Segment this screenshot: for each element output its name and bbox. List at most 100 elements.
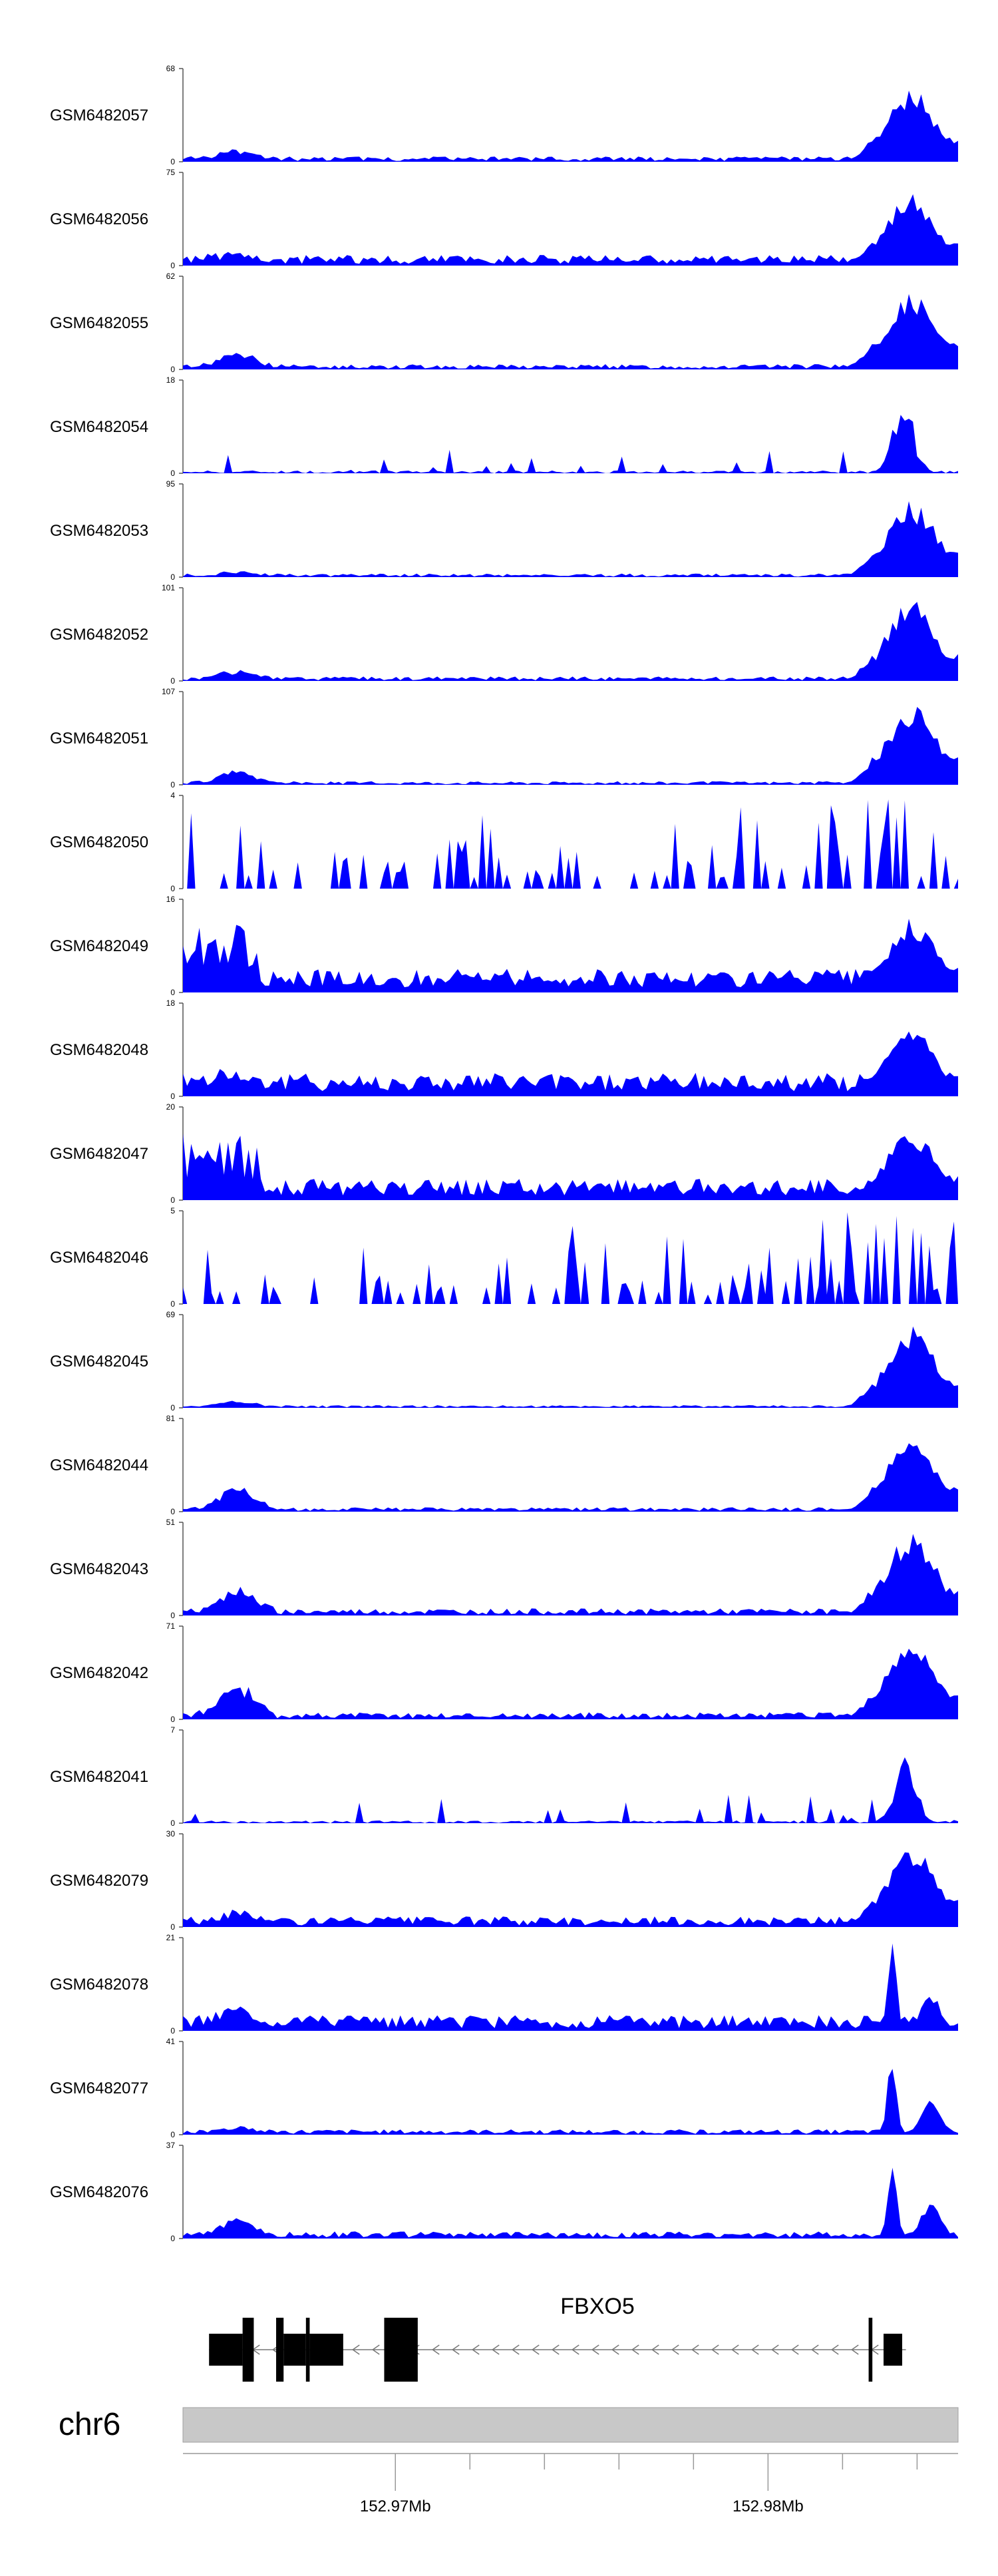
coverage-track: GSM6482045 69 0 <box>50 1310 958 1412</box>
coverage-area <box>183 415 958 473</box>
y-max-label: 7 <box>170 1725 175 1735</box>
coverage-track: GSM6482047 20 0 <box>50 1102 958 1205</box>
y-max-label: 95 <box>166 479 176 489</box>
track-label: GSM6482045 <box>50 1353 148 1371</box>
exon-utr <box>305 2318 310 2382</box>
strand-arrow <box>770 2344 779 2355</box>
track-label: GSM6482079 <box>50 1872 148 1890</box>
position-label: 152.98Mb <box>733 2497 804 2515</box>
track-label: GSM6482050 <box>50 833 148 851</box>
coverage-area <box>183 1648 958 1719</box>
coverage-area <box>183 1326 958 1408</box>
y-min-label: 0 <box>170 2130 175 2139</box>
y-max-label: 62 <box>166 272 176 281</box>
coverage-area <box>183 2167 958 2239</box>
strand-arrow <box>631 2344 639 2355</box>
y-min-label: 0 <box>170 469 175 478</box>
strand-arrow <box>451 2344 460 2355</box>
coverage-track: GSM6482044 81 0 <box>50 1414 958 1516</box>
y-min-label: 0 <box>170 1195 175 1205</box>
coverage-area <box>183 707 958 785</box>
y-min-label: 0 <box>170 1611 175 1620</box>
coverage-track: GSM6482049 16 0 <box>50 895 958 997</box>
track-label: GSM6482057 <box>50 107 148 124</box>
coverage-track: GSM6482079 30 0 <box>50 1829 958 1932</box>
y-min-label: 0 <box>170 988 175 997</box>
y-min-label: 0 <box>170 884 175 893</box>
strand-arrow <box>591 2344 599 2355</box>
track-label: GSM6482055 <box>50 314 148 332</box>
coverage-track: GSM6482077 41 0 <box>50 2037 958 2139</box>
strand-arrow <box>810 2344 819 2355</box>
strand-arrow <box>491 2344 500 2355</box>
track-label: GSM6482051 <box>50 730 148 748</box>
strand-arrow <box>850 2344 859 2355</box>
track-label: GSM6482056 <box>50 210 148 228</box>
coverage-track: GSM6482052 101 0 <box>50 583 958 686</box>
coverage-area <box>183 294 958 369</box>
y-max-label: 21 <box>166 1933 176 1942</box>
strand-arrow <box>611 2344 619 2355</box>
y-max-label: 75 <box>166 168 176 177</box>
track-label: GSM6482043 <box>50 1560 148 1578</box>
y-max-label: 18 <box>166 998 176 1008</box>
coverage-track: GSM6482041 7 0 <box>50 1725 958 1828</box>
coverage-area <box>183 799 958 889</box>
y-min-label: 0 <box>170 780 175 789</box>
coverage-track: GSM6482054 18 0 <box>50 375 958 478</box>
y-min-label: 0 <box>170 1819 175 1828</box>
coverage-area <box>183 194 958 266</box>
chromosome-band <box>182 2407 959 2443</box>
strand-arrow <box>351 2344 360 2355</box>
track-label: GSM6482077 <box>50 2079 148 2097</box>
coverage-area <box>183 919 958 992</box>
y-max-label: 41 <box>166 2037 176 2046</box>
exon-utr <box>242 2318 254 2382</box>
y-min-label: 0 <box>170 1299 175 1309</box>
y-max-label: 5 <box>170 1206 175 1215</box>
y-max-label: 71 <box>166 1621 176 1631</box>
y-max-label: 51 <box>166 1518 176 1527</box>
y-max-label: 4 <box>170 791 175 800</box>
coverage-track: GSM6482076 37 0 <box>50 2141 958 2243</box>
coverage-track: GSM6482042 71 0 <box>50 1621 958 1724</box>
y-min-label: 0 <box>170 1922 175 1932</box>
strand-arrow <box>511 2344 520 2355</box>
strand-arrow <box>571 2344 580 2355</box>
coverage-area <box>183 1031 958 1096</box>
coverage-area <box>183 1943 958 2031</box>
strand-arrow <box>651 2344 659 2355</box>
coverage-track: GSM6482043 51 0 <box>50 1518 958 1620</box>
coverage-track: GSM6482078 21 0 <box>50 1933 958 2036</box>
strand-arrow <box>691 2344 699 2355</box>
coverage-area <box>183 1757 958 1823</box>
y-max-label: 18 <box>166 375 176 385</box>
coverage-area <box>183 91 958 162</box>
y-max-label: 30 <box>166 1829 176 1838</box>
y-max-label: 101 <box>162 583 175 592</box>
coverage-area <box>183 1212 958 1304</box>
y-min-label: 0 <box>170 2234 175 2243</box>
y-min-label: 0 <box>170 676 175 686</box>
track-label: GSM6482053 <box>50 522 148 540</box>
y-max-label: 107 <box>162 687 175 696</box>
y-min-label: 0 <box>170 261 175 270</box>
track-label: GSM6482049 <box>50 937 148 955</box>
coverage-track: GSM6482057 68 0 <box>50 64 958 166</box>
coverage-area <box>183 1443 958 1512</box>
y-min-label: 0 <box>170 1092 175 1101</box>
coverage-tracks: GSM6482057680GSM6482056750GSM6482055620G… <box>50 64 958 2243</box>
exon-coding <box>883 2334 902 2366</box>
coverage-track: GSM6482046 5 0 <box>50 1206 958 1309</box>
strand-arrow <box>830 2344 839 2355</box>
exon-coding <box>309 2334 343 2366</box>
y-min-label: 0 <box>170 1403 175 1412</box>
y-max-label: 20 <box>166 1102 176 1112</box>
coverage-area <box>183 602 958 681</box>
exon-coding <box>283 2334 306 2366</box>
strand-arrow <box>750 2344 759 2355</box>
y-min-label: 0 <box>170 1715 175 1724</box>
position-label: 152.97Mb <box>360 2497 431 2515</box>
gene-name-label: FBXO5 <box>560 2294 634 2319</box>
